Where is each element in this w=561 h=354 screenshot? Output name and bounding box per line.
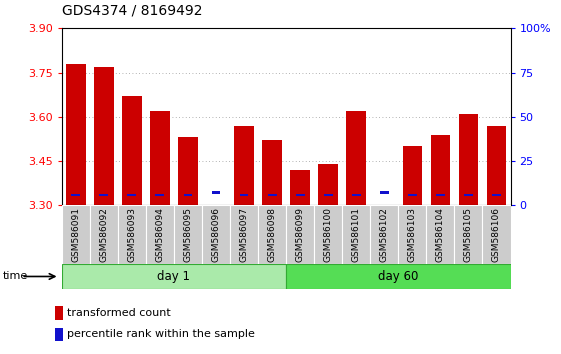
Bar [71, 194, 80, 196]
Text: GSM586102: GSM586102 [380, 207, 389, 262]
Bar [464, 194, 473, 196]
Bar [66, 64, 85, 205]
Text: GSM586093: GSM586093 [127, 207, 136, 262]
Text: GSM586091: GSM586091 [71, 207, 80, 262]
Bar [262, 141, 282, 205]
Bar [286, 264, 511, 289]
Bar [122, 96, 141, 205]
Bar [55, 327, 63, 341]
Text: GSM586104: GSM586104 [436, 207, 445, 262]
Text: GSM586092: GSM586092 [99, 207, 108, 262]
Text: day 1: day 1 [158, 270, 190, 283]
Bar [426, 205, 454, 264]
Bar [268, 194, 277, 196]
Bar [90, 205, 118, 264]
Bar [454, 205, 482, 264]
Text: time: time [3, 272, 28, 281]
Bar [431, 135, 450, 205]
Bar [230, 205, 258, 264]
Bar [459, 114, 478, 205]
Bar [62, 205, 90, 264]
Bar [240, 194, 249, 196]
Bar [127, 194, 136, 196]
Bar [258, 205, 286, 264]
Text: day 60: day 60 [378, 270, 419, 283]
Bar [324, 194, 333, 196]
Text: percentile rank within the sample: percentile rank within the sample [67, 330, 255, 339]
Bar [408, 194, 417, 196]
Bar [347, 111, 366, 205]
Bar [62, 264, 286, 289]
Bar [150, 111, 169, 205]
Bar [482, 205, 511, 264]
Bar [178, 137, 197, 205]
Bar [314, 205, 342, 264]
Text: GSM586098: GSM586098 [268, 207, 277, 262]
Bar [291, 170, 310, 205]
Bar [352, 194, 361, 196]
Bar [486, 126, 506, 205]
Bar [436, 194, 445, 196]
Bar [492, 194, 501, 196]
Bar [202, 205, 230, 264]
Text: transformed count: transformed count [67, 308, 171, 318]
Bar [183, 194, 192, 196]
Bar [286, 205, 314, 264]
Text: GSM586106: GSM586106 [492, 207, 501, 262]
Text: GSM586096: GSM586096 [211, 207, 220, 262]
Bar [402, 146, 422, 205]
Bar [296, 194, 305, 196]
Bar [319, 164, 338, 205]
Bar [55, 307, 63, 320]
Text: GSM586099: GSM586099 [296, 207, 305, 262]
Text: GSM586100: GSM586100 [324, 207, 333, 262]
Text: GSM586101: GSM586101 [352, 207, 361, 262]
Bar [342, 205, 370, 264]
Text: GDS4374 / 8169492: GDS4374 / 8169492 [62, 4, 202, 18]
Text: GSM586095: GSM586095 [183, 207, 192, 262]
Bar [94, 67, 113, 205]
Bar [370, 205, 398, 264]
Text: GSM586105: GSM586105 [464, 207, 473, 262]
Bar [146, 205, 174, 264]
Text: GSM586103: GSM586103 [408, 207, 417, 262]
Bar [174, 205, 202, 264]
Bar [211, 191, 220, 194]
Bar [234, 126, 254, 205]
Bar [398, 205, 426, 264]
Bar [380, 191, 389, 194]
Bar [99, 194, 108, 196]
Bar [155, 194, 164, 196]
Text: GSM586097: GSM586097 [240, 207, 249, 262]
Bar [118, 205, 146, 264]
Text: GSM586094: GSM586094 [155, 207, 164, 262]
